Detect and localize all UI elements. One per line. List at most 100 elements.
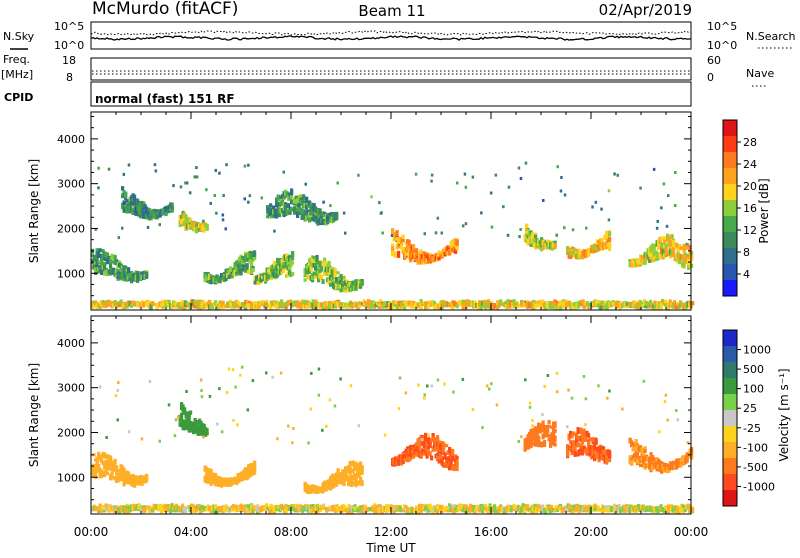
power-cell [136,200,140,208]
velocity-cell [604,506,608,513]
velocity-cell [593,456,597,462]
power-cell [202,300,206,307]
velocity-cell [430,455,434,461]
power-cell [107,167,111,171]
power-cell [253,250,257,258]
velocity-cell [91,470,95,477]
power-cell [608,244,612,251]
noise-sky-label: N.Sky [3,30,35,43]
velocity-cell [180,417,184,421]
x-tick-label: 16:00 [474,525,509,539]
power-cell [415,248,419,253]
velocity-cell [523,506,527,513]
velocity-cell [546,424,550,432]
colorbar-tick-label: 25 [743,402,757,415]
velocity-cell [685,457,689,463]
power-cell [542,199,545,202]
power-cell [312,271,316,278]
power-cell [309,202,313,208]
power-cell [266,215,270,219]
power-cell [158,301,162,306]
velocity-cell [570,452,574,456]
velocity-cell [100,508,104,513]
power-cell [110,253,114,260]
velocity-cell [575,432,579,437]
power-cell [291,272,295,276]
velocity-cell [484,503,488,509]
power-cell [456,181,459,185]
power-cell [317,276,321,283]
velocity-cell [633,453,637,459]
power-cell [122,200,126,206]
velocity-cell [205,508,209,512]
velocity-cell [196,507,200,511]
power-cell [303,209,307,216]
velocity-cell [398,376,402,380]
velocity-cell [541,413,544,417]
velocity-cell [691,506,695,514]
power-cell [616,173,619,177]
power-cell [358,301,362,305]
power-cell [608,242,612,247]
velocity-cell [109,473,113,481]
velocity-cell [556,390,559,394]
y-tick-label: 1000 [57,471,85,484]
power-cell [684,254,688,259]
power-cell [661,249,665,255]
velocity-cell [200,508,204,513]
velocity-cell [666,418,669,422]
velocity-cell [122,467,126,475]
velocity-cell [440,458,444,466]
velocity-cell [94,507,98,512]
power-cell [664,245,668,250]
velocity-cell [412,455,416,459]
colorbar-tick-label: 16 [743,202,757,215]
power-cell [282,170,285,174]
power-cell [291,261,295,265]
power-cell [179,185,183,189]
velocity-cell [342,477,346,481]
power-cell [391,243,395,247]
colorbar-segment [723,330,737,347]
velocity-cell [543,430,547,438]
power-cell [490,225,494,229]
power-cell [136,276,140,283]
velocity-cell [339,471,343,478]
velocity-cell [253,467,257,472]
colorbar-tick-label: 100 [743,383,764,396]
power-cell [314,275,318,280]
velocity-cell [328,398,332,402]
power-cell [282,269,286,274]
power-cell [282,194,286,200]
velocity-cell [588,437,592,442]
power-cell [315,266,319,272]
power-cell [172,184,175,188]
velocity-cell [239,503,243,510]
power-cell [601,300,605,305]
power-cell [674,302,678,310]
velocity-cell [180,412,184,418]
velocity-cell [460,504,464,510]
power-cell [95,256,99,263]
power-cell [600,207,603,211]
colorbar-segment [723,378,737,395]
power-cell [323,269,327,276]
velocity-cell [448,455,452,463]
velocity-cell [484,507,488,511]
power-cell [414,172,418,176]
velocity-cell [573,445,577,451]
velocity-cell [608,389,611,393]
velocity-cell [348,461,352,467]
velocity-cell [401,458,405,464]
power-cell [499,299,503,306]
velocity-cell [225,391,229,395]
velocity-cell [570,396,574,400]
power-cell [455,245,459,251]
power-cell [676,246,680,253]
power-cell [148,208,152,212]
velocity-cell [98,385,102,389]
power-cell [357,173,360,177]
cpid-row: CPID normal (fast) 151 RF [4,81,692,107]
power-cell [113,254,117,262]
